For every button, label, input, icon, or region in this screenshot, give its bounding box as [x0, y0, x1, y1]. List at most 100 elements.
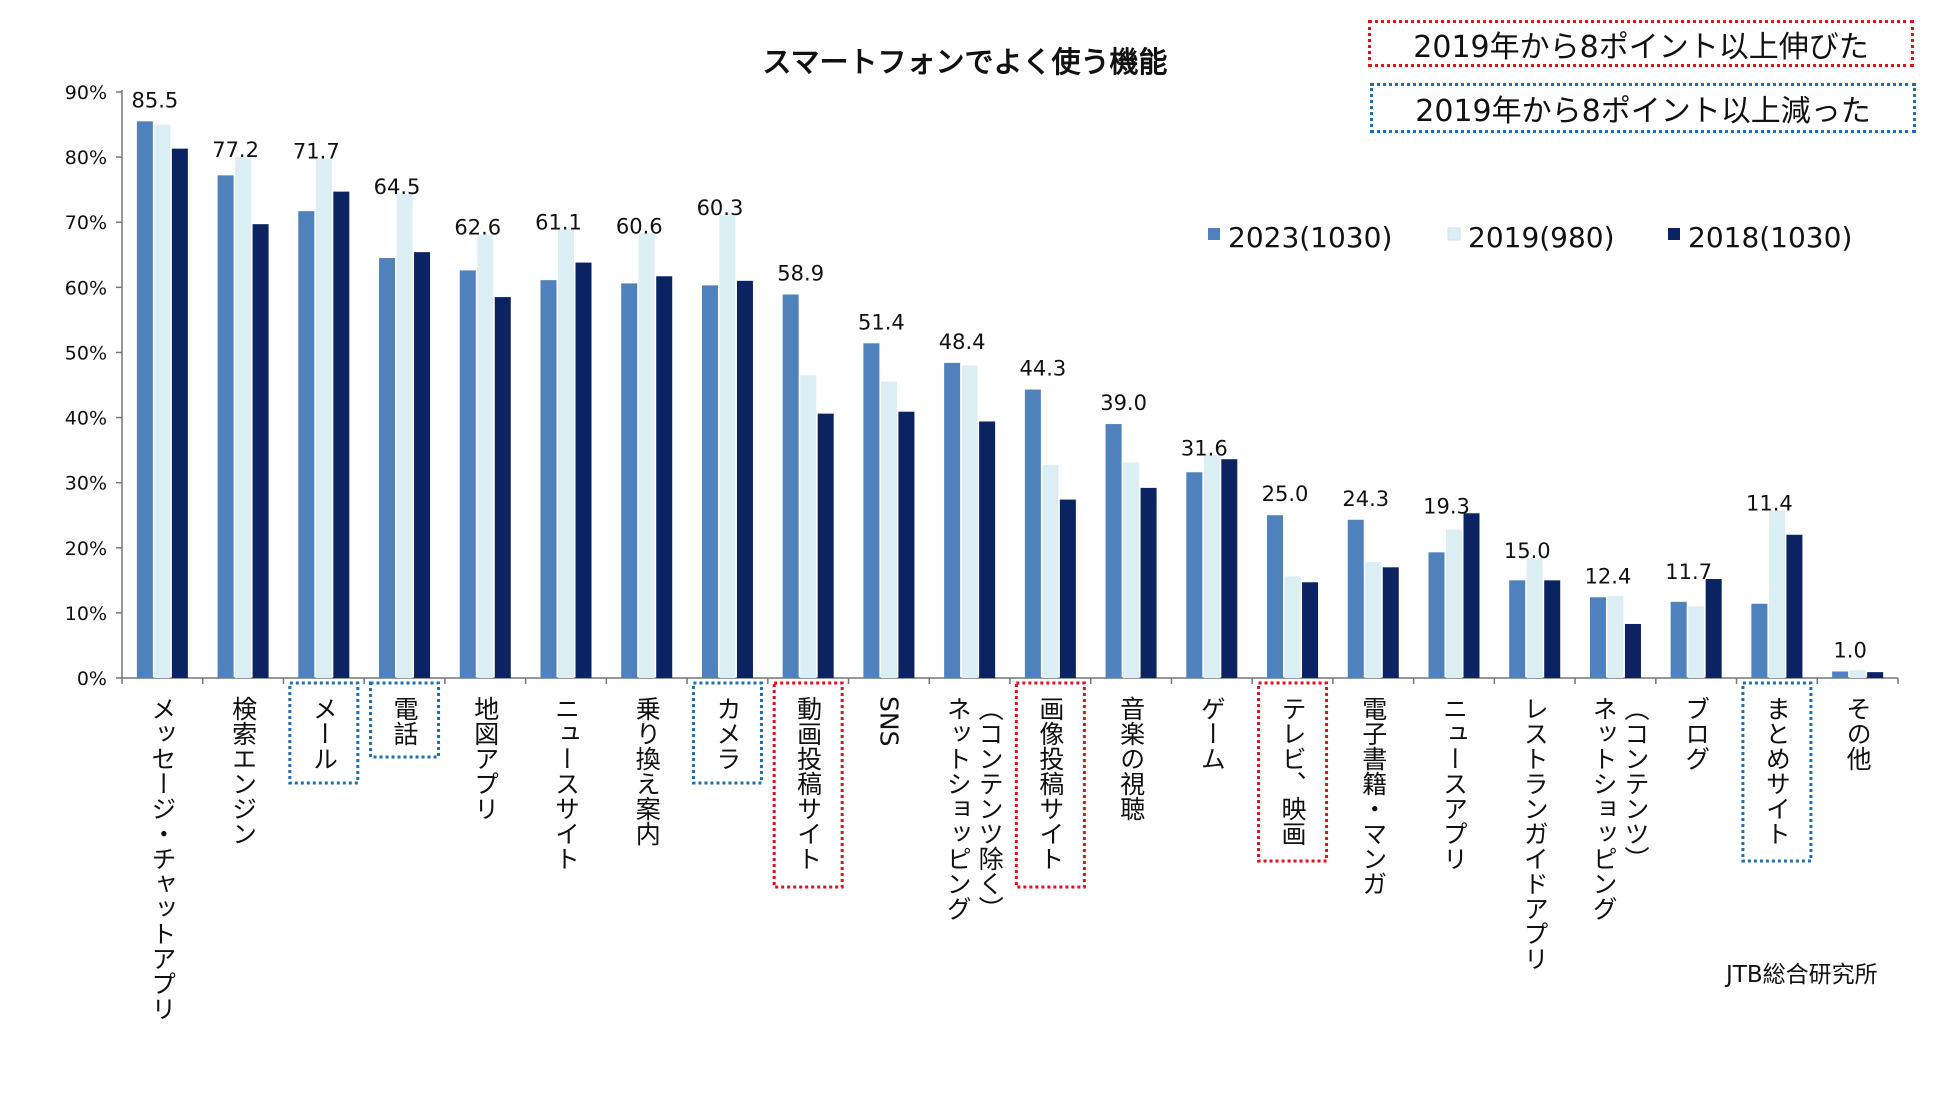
bar-2019-6: [558, 229, 574, 678]
bar-2018-4: [414, 252, 431, 678]
category-label: まとめサイト: [1762, 696, 1791, 846]
bar-2018-5: [494, 297, 511, 678]
bar-2023-2: [217, 175, 234, 678]
bar-2023-20: [1670, 601, 1687, 678]
category-label: 画像投稿サイト: [1036, 696, 1065, 871]
category-label: 動画投稿サイト: [794, 696, 823, 871]
bar-2023-13: [1105, 424, 1122, 678]
bar-2019-9: [800, 375, 817, 678]
bar-2019-1: [154, 124, 171, 679]
bar-2023-15: [1267, 515, 1284, 678]
legend-swatch: [1668, 228, 1680, 240]
bar-2018-22: [1867, 672, 1884, 678]
highlight-decrease-box: [1741, 681, 1813, 863]
legend-swatch: [1447, 227, 1461, 241]
data-label: 19.3: [1423, 494, 1470, 518]
data-label: 77.2: [212, 138, 259, 162]
y-tick-label: 40%: [65, 408, 107, 430]
bar-2023-6: [540, 280, 557, 678]
data-label: 60.6: [616, 214, 663, 238]
bar-2018-14: [1221, 459, 1238, 678]
bar-2019-3: [315, 158, 332, 678]
bar-2023-7: [621, 283, 638, 678]
y-tick-label: 10%: [65, 603, 107, 625]
bar-2018-15: [1302, 582, 1319, 678]
legend-label: 2023(1030): [1228, 221, 1392, 254]
highlight-decrease-legend: 2019年から8ポイント以上減った: [1370, 83, 1916, 133]
bar-2018-1: [171, 148, 188, 678]
y-tick-label: 50%: [65, 342, 107, 364]
bar-2023-9: [782, 294, 799, 678]
bar-2023-19: [1589, 597, 1606, 678]
highlight-increase-box: [1014, 681, 1086, 889]
data-label: 15.0: [1504, 539, 1551, 563]
bar-2019-12: [1042, 465, 1059, 678]
y-tick-label: 20%: [65, 538, 107, 560]
bar-2023-1: [136, 121, 153, 679]
category-label-sub: （コンテンツ）: [1621, 696, 1650, 871]
source-credit: JTB総合研究所: [1726, 962, 1878, 988]
bar-2019-7: [638, 233, 655, 678]
bar-2019-10: [880, 381, 897, 678]
bar-2023-22: [1832, 671, 1849, 678]
data-label: 25.0: [1262, 482, 1309, 506]
bar-2018-13: [1140, 487, 1157, 678]
bar-2023-21: [1751, 603, 1768, 678]
bar-2018-21: [1786, 534, 1803, 678]
category-label: レストランガイドアプリ: [1520, 696, 1549, 971]
bar-2023-16: [1347, 519, 1364, 678]
category-label: 地図アプリ: [471, 696, 500, 821]
highlight-increase-box: [772, 681, 844, 889]
category-label: 乗り換え案内: [632, 696, 661, 846]
category-label-sub: （コンテンツ除く）: [975, 696, 1004, 921]
data-label: 1.0: [1833, 638, 1866, 662]
bar-2019-8: [719, 215, 736, 678]
bar-2019-19: [1607, 595, 1624, 678]
bar-2019-2: [235, 157, 252, 679]
category-label: ネットショッピング: [1589, 696, 1618, 921]
category-label: 検索エンジン: [229, 696, 258, 846]
bar-2018-2: [252, 224, 269, 679]
bar-2023-5: [459, 270, 476, 678]
data-label: 60.3: [697, 196, 744, 220]
bar-2018-8: [736, 280, 753, 678]
bar-2019-14: [1203, 455, 1220, 678]
category-label: ニュースアプリ: [1440, 696, 1469, 871]
bar-2019-5: [477, 234, 494, 679]
highlight-increase-box: [1257, 681, 1329, 863]
bar-2023-10: [863, 343, 880, 678]
bar-2018-19: [1624, 623, 1641, 678]
bar-2018-6: [575, 262, 592, 678]
category-label: 電話: [390, 696, 419, 746]
bar-2018-9: [817, 413, 834, 678]
bar-2018-3: [333, 191, 350, 678]
data-label: 85.5: [131, 88, 178, 112]
bar-2023-14: [1186, 472, 1203, 678]
bar-2019-4: [396, 194, 413, 679]
data-label: 51.4: [858, 310, 905, 334]
bar-2023-8: [701, 285, 718, 678]
data-label: 44.3: [1019, 357, 1066, 381]
bar-2018-16: [1382, 567, 1399, 678]
bar-2019-11: [961, 365, 978, 678]
bar-2019-20: [1688, 606, 1705, 678]
bar-2019-22: [1849, 670, 1866, 678]
bar-2019-13: [1123, 462, 1140, 678]
category-label: ネットショッピング: [943, 696, 972, 921]
category-label: カメラ: [713, 696, 742, 771]
legend-swatch: [1208, 228, 1220, 240]
category-label: ブログ: [1682, 696, 1711, 771]
data-label: 11.4: [1746, 492, 1793, 516]
bar-2018-10: [898, 411, 915, 678]
legend-label: 2018(1030): [1688, 221, 1852, 254]
highlight-decrease-box: [369, 681, 441, 759]
bar-2019-17: [1446, 529, 1462, 678]
data-label: 39.0: [1100, 391, 1147, 415]
category-label: 電子書籍・マンガ: [1359, 696, 1388, 896]
y-tick-label: 60%: [65, 277, 107, 299]
data-label: 64.5: [374, 175, 421, 199]
data-label: 48.4: [939, 330, 986, 354]
bar-2018-12: [1059, 499, 1076, 678]
data-label: 61.1: [535, 210, 582, 234]
